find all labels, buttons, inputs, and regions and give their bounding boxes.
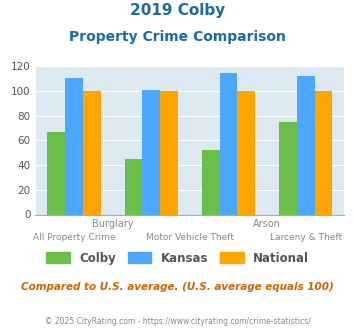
Text: Arson: Arson [253,219,281,229]
Bar [83,91,101,214]
Bar [142,89,160,214]
Bar [160,91,178,214]
Bar [237,91,255,214]
Legend: Colby, Kansas, National: Colby, Kansas, National [41,247,314,269]
Bar [65,79,83,214]
Text: Burglary: Burglary [92,219,133,229]
Bar [220,74,237,215]
Text: Larceny & Theft: Larceny & Theft [270,233,342,242]
Bar [279,122,297,214]
Text: Property Crime Comparison: Property Crime Comparison [69,30,286,44]
Text: 2019 Colby: 2019 Colby [130,3,225,18]
Text: Motor Vehicle Theft: Motor Vehicle Theft [146,233,234,242]
Bar [48,132,65,214]
Bar [125,159,142,214]
Bar [202,150,220,214]
Text: Compared to U.S. average. (U.S. average equals 100): Compared to U.S. average. (U.S. average … [21,282,334,292]
Bar [315,91,332,214]
Text: All Property Crime: All Property Crime [33,233,115,242]
Bar [297,76,315,215]
Text: © 2025 CityRating.com - https://www.cityrating.com/crime-statistics/: © 2025 CityRating.com - https://www.city… [45,317,310,326]
